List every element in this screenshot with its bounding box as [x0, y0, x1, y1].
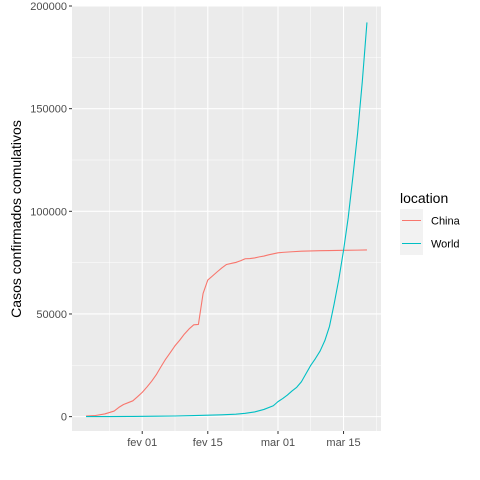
x-tick-label: mar 01	[261, 437, 295, 449]
x-tick-label: fev 15	[193, 437, 223, 449]
y-axis-title: Casos confirmados comulativos	[8, 120, 24, 318]
panel-background	[72, 6, 381, 431]
y-tick-label: 150000	[30, 104, 67, 116]
x-tick-label: mar 15	[326, 437, 360, 449]
legend-title: location	[400, 190, 448, 206]
legend-label: World	[431, 239, 460, 251]
legend: location China World	[400, 190, 461, 255]
x-tick-label: fev 01	[127, 437, 157, 449]
series-line-china	[86, 249, 367, 417]
y-tick-label: 200000	[30, 1, 67, 13]
series-line-world	[86, 22, 368, 418]
y-tick-label: 0	[61, 412, 67, 424]
legend-label: China	[431, 216, 461, 228]
x-axis: fev 01 fev 15 mar 01 mar 15	[127, 431, 361, 449]
y-tick-label: 100000	[30, 206, 67, 218]
grid-major	[72, 5, 381, 431]
grid-minor	[72, 6, 381, 431]
y-axis: 0 50000 100000 150000 200000	[30, 1, 72, 424]
y-tick-label: 50000	[36, 309, 67, 321]
series-layer	[86, 22, 368, 418]
